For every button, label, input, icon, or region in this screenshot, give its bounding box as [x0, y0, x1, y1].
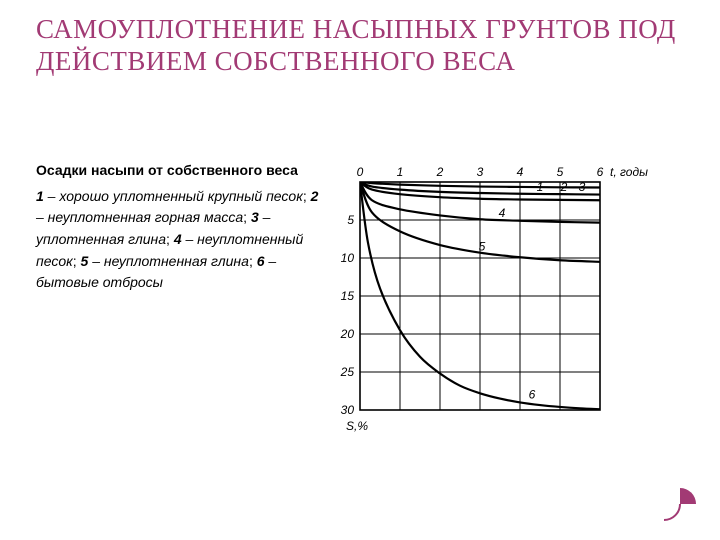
- legend-block: Осадки насыпи от собственного веса 1 – х…: [36, 160, 326, 480]
- legend-heading: Осадки насыпи от собственного веса: [36, 160, 326, 182]
- svg-text:3: 3: [579, 180, 586, 194]
- svg-text:6: 6: [529, 388, 536, 402]
- svg-text:1: 1: [397, 165, 404, 179]
- svg-text:2: 2: [436, 165, 444, 179]
- svg-text:S,%: S,%: [346, 419, 368, 433]
- svg-text:5: 5: [347, 213, 354, 227]
- svg-text:30: 30: [341, 403, 355, 417]
- svg-text:1: 1: [537, 180, 544, 194]
- svg-text:t, годы: t, годы: [610, 165, 648, 179]
- svg-text:25: 25: [340, 365, 355, 379]
- svg-text:20: 20: [340, 327, 355, 341]
- svg-text:5: 5: [479, 239, 486, 253]
- svg-text:4: 4: [499, 206, 506, 220]
- svg-text:3: 3: [477, 165, 484, 179]
- svg-text:10: 10: [341, 251, 355, 265]
- legend-items: 1 – хорошо уплотненный крупный песок; 2 …: [36, 188, 318, 291]
- svg-text:2: 2: [560, 180, 568, 194]
- corner-ornament-icon: [662, 486, 698, 522]
- page-title: САМОУПЛОТНЕНИЕ НАСЫПНЫХ ГРУНТОВ ПОД ДЕЙС…: [36, 14, 680, 78]
- svg-text:6: 6: [597, 165, 604, 179]
- content-area: Осадки насыпи от собственного веса 1 – х…: [36, 160, 684, 480]
- settlement-chart: 0123456t, годы51015202530S,%123456: [332, 160, 658, 440]
- svg-text:5: 5: [557, 165, 564, 179]
- chart-container: 0123456t, годы51015202530S,%123456: [326, 160, 684, 480]
- svg-text:4: 4: [517, 165, 524, 179]
- svg-text:15: 15: [341, 289, 355, 303]
- svg-text:0: 0: [357, 165, 364, 179]
